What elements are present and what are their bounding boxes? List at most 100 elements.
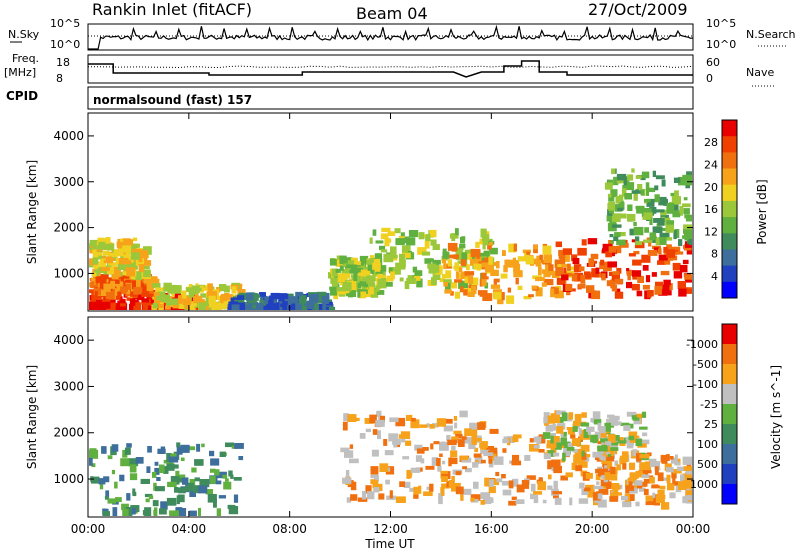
data-cell — [322, 302, 327, 310]
data-cell — [673, 177, 681, 183]
data-cell — [146, 282, 153, 291]
data-cell — [613, 246, 622, 254]
data-cell — [647, 291, 652, 298]
data-cell — [346, 264, 351, 269]
data-cell — [632, 259, 642, 266]
data-cell — [476, 252, 485, 260]
data-cell — [508, 480, 514, 489]
data-cell — [416, 448, 425, 454]
data-cell — [661, 502, 670, 510]
data-cell — [659, 485, 666, 490]
data-cell — [642, 284, 650, 290]
data-cell — [220, 293, 228, 302]
data-cell — [143, 266, 150, 270]
data-cell — [621, 188, 627, 197]
data-cell — [108, 262, 118, 267]
data-cell — [410, 419, 420, 429]
data-cell — [453, 254, 458, 260]
data-cell — [526, 475, 536, 480]
data-cell — [626, 281, 633, 289]
data-cell — [610, 466, 616, 475]
data-cell — [177, 487, 186, 494]
data-cell — [488, 486, 496, 494]
data-cell — [146, 466, 151, 473]
data-cell — [418, 232, 425, 240]
data-cell — [471, 277, 479, 286]
data-cell — [451, 247, 457, 252]
data-cell — [522, 249, 531, 254]
data-cell — [488, 458, 493, 464]
data-cell — [542, 499, 547, 504]
data-cell — [380, 415, 385, 423]
data-cell — [595, 468, 602, 474]
colorbar-tick-label: 1000 — [690, 478, 718, 491]
data-cell — [512, 478, 519, 487]
data-cell — [670, 457, 678, 464]
data-cell — [643, 212, 653, 219]
data-cell — [131, 301, 140, 310]
data-cell — [448, 479, 454, 489]
data-cell — [679, 264, 688, 273]
data-cell — [442, 248, 447, 254]
data-cell — [481, 459, 486, 464]
data-cell — [666, 467, 674, 473]
data-cell — [521, 480, 530, 489]
data-cell — [473, 453, 482, 458]
data-cell — [586, 426, 595, 432]
data-cell — [358, 291, 367, 299]
data-cell — [129, 303, 134, 310]
data-cell — [503, 265, 508, 273]
data-cell — [619, 440, 627, 444]
data-cell — [441, 473, 448, 479]
data-cell — [176, 495, 180, 505]
data-cell — [556, 410, 566, 415]
data-cell — [538, 266, 542, 276]
data-cell — [502, 448, 507, 453]
data-cell — [290, 303, 296, 310]
data-cell — [634, 480, 643, 486]
x-tick-label: 20:00 — [575, 522, 610, 536]
data-cell — [343, 413, 349, 422]
data-cell — [608, 201, 616, 211]
colorbar-swatch — [722, 200, 737, 218]
data-cell — [608, 210, 615, 214]
data-cell — [194, 459, 204, 466]
data-cell — [683, 197, 688, 201]
data-cell — [105, 490, 110, 499]
data-cell — [459, 243, 466, 249]
data-cell — [611, 485, 621, 490]
data-cell — [655, 209, 665, 213]
data-cell — [600, 438, 608, 443]
data-cell — [344, 289, 350, 294]
data-cell — [604, 465, 610, 471]
data-cell — [130, 302, 139, 306]
data-cell — [592, 439, 598, 444]
beam-title: Beam 04 — [356, 4, 428, 23]
time-axis: 00:00 04:00 08:00 12:00 16:00 20:00 00:00 — [71, 113, 710, 536]
data-cell — [633, 413, 644, 418]
data-cell — [401, 245, 410, 254]
data-cell — [374, 475, 379, 482]
colorbar-swatch — [722, 464, 737, 485]
data-cell — [526, 251, 531, 255]
data-cell — [626, 270, 635, 276]
data-cell — [616, 437, 624, 442]
data-cell — [578, 498, 589, 504]
data-cell — [445, 270, 452, 279]
data-cell — [629, 472, 639, 479]
data-cell — [638, 487, 644, 492]
data-cell — [196, 443, 201, 452]
data-cell — [616, 173, 627, 181]
data-cell — [126, 239, 134, 246]
data-cell — [268, 295, 274, 304]
data-cell — [634, 482, 638, 489]
data-cell — [219, 284, 223, 289]
data-cell — [644, 198, 651, 203]
data-cell — [309, 293, 319, 302]
data-cell — [618, 243, 629, 248]
data-cell — [173, 464, 179, 469]
data-cell — [345, 265, 350, 274]
data-cell — [479, 293, 488, 297]
data-cell — [611, 168, 616, 175]
data-cell — [153, 509, 158, 516]
